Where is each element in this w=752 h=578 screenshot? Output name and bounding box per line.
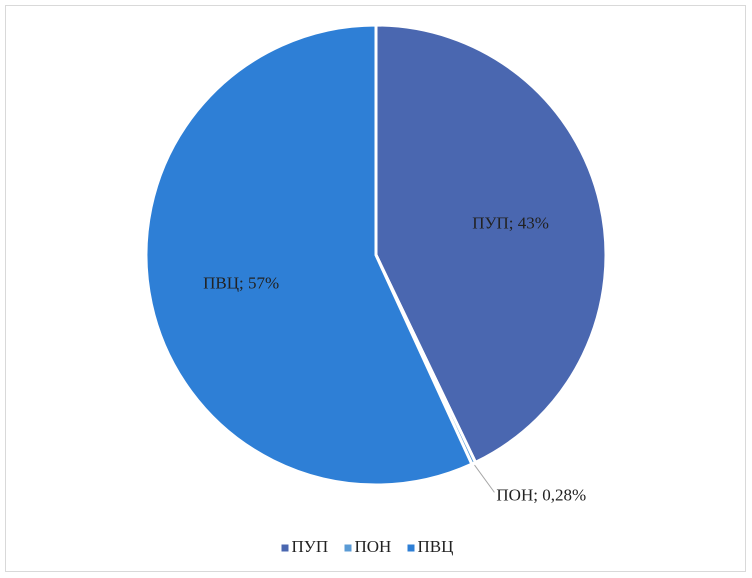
data-label: ПУП; 43% xyxy=(472,213,549,232)
legend-label: ПВЦ xyxy=(418,537,454,556)
legend-swatch xyxy=(407,544,415,552)
data-label: ПВЦ; 57% xyxy=(203,273,279,292)
legend-swatch xyxy=(281,544,289,552)
legend-swatch xyxy=(344,544,352,552)
legend-label: ПУП xyxy=(292,537,329,556)
leader-line xyxy=(474,464,495,493)
pie-slice xyxy=(144,23,474,487)
pie-slice xyxy=(374,23,608,465)
data-label: ПОН; 0,28% xyxy=(496,485,586,504)
legend-label: ПОН xyxy=(355,537,392,556)
